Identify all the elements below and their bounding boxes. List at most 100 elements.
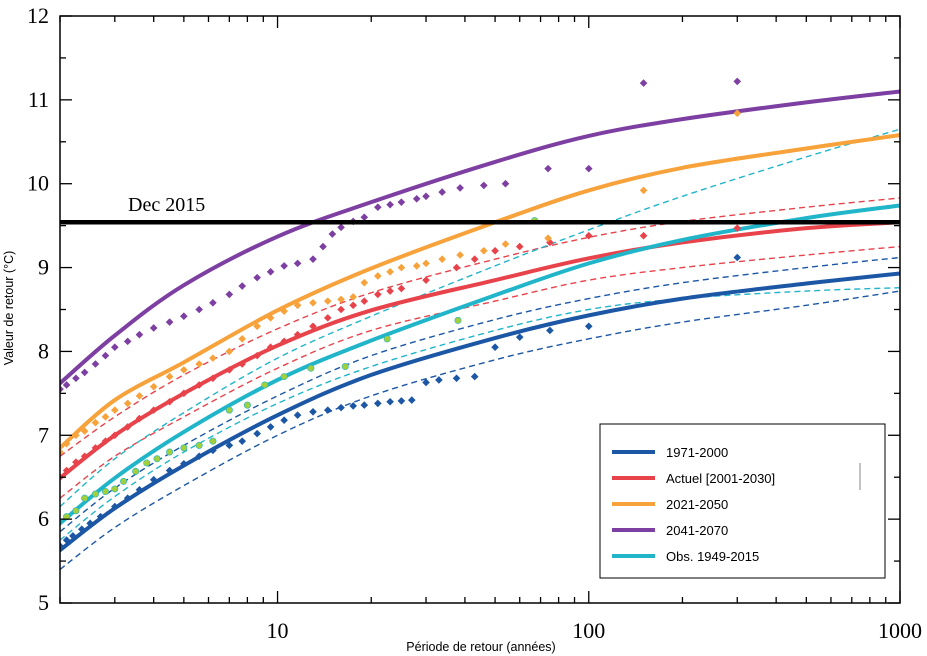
series-3-point bbox=[135, 330, 144, 339]
legend-label-obs: Obs. 1949-2015 bbox=[666, 549, 759, 564]
series-2-point bbox=[412, 262, 421, 270]
series-2-point bbox=[323, 297, 332, 305]
series-1-point bbox=[195, 381, 203, 389]
series-4-point bbox=[91, 490, 99, 498]
series-2-point bbox=[101, 413, 110, 421]
series-1-point bbox=[149, 406, 158, 414]
series-1-point bbox=[422, 276, 430, 284]
x-tick-label: 100 bbox=[572, 618, 605, 643]
series-0-point bbox=[180, 459, 188, 468]
series-3-point bbox=[238, 282, 247, 290]
series-4-point bbox=[261, 381, 269, 389]
series-0-point bbox=[60, 542, 64, 550]
series-0-point bbox=[238, 437, 247, 445]
x-axis-label: Période de retour (années) bbox=[406, 640, 555, 654]
series-2-point bbox=[165, 372, 174, 381]
series-2-point bbox=[480, 247, 488, 255]
series-1-point bbox=[309, 322, 317, 331]
series-1-point bbox=[72, 458, 80, 466]
series-3-point bbox=[195, 305, 203, 314]
series-1-point bbox=[101, 437, 110, 445]
y-tick-label: 9 bbox=[38, 255, 49, 280]
series-0-point bbox=[135, 485, 144, 494]
series-1-point bbox=[584, 231, 593, 240]
y-tick-label: 5 bbox=[38, 590, 49, 615]
series-2-point bbox=[386, 267, 394, 276]
series-0-point bbox=[266, 423, 275, 431]
legend-box bbox=[599, 423, 886, 579]
series-4-point bbox=[243, 401, 251, 409]
fit-lines bbox=[60, 89, 900, 553]
series-3-point bbox=[337, 223, 345, 232]
series-4-point bbox=[111, 485, 119, 493]
series-0-point bbox=[452, 374, 461, 383]
series-1-point bbox=[639, 231, 648, 240]
series-0-point bbox=[515, 333, 524, 341]
series-1-point bbox=[266, 343, 275, 352]
series-3-point bbox=[60, 385, 64, 393]
series-3-point bbox=[111, 343, 119, 352]
series-2-point bbox=[91, 418, 100, 427]
series-3-point bbox=[149, 324, 158, 332]
series-4-point bbox=[132, 467, 140, 475]
series-1-point bbox=[225, 366, 234, 374]
series-3-point bbox=[91, 360, 100, 368]
series-0-point bbox=[86, 519, 94, 528]
series-2-point bbox=[60, 448, 64, 456]
series-2-point bbox=[149, 382, 158, 391]
reference-line-label: Dec 2015 bbox=[128, 194, 205, 216]
series-2-point bbox=[180, 366, 188, 374]
series-2-point bbox=[501, 240, 510, 248]
series-3-point bbox=[165, 318, 174, 326]
series-3-point bbox=[72, 374, 80, 383]
series-3-point bbox=[639, 79, 648, 87]
series-0-point bbox=[69, 532, 77, 540]
series-1-point bbox=[253, 351, 261, 360]
series-3-point bbox=[733, 77, 742, 86]
series-4-point bbox=[63, 513, 71, 521]
series-1-point bbox=[180, 389, 188, 398]
series-3-point bbox=[309, 255, 317, 263]
legend-label-actuel: Actuel [2001-2030] bbox=[666, 471, 775, 486]
series-4-point bbox=[153, 455, 161, 463]
series-4-upper-bound-line bbox=[60, 128, 900, 508]
series-0-point bbox=[293, 411, 302, 419]
series-0-point bbox=[96, 512, 105, 521]
series-3-point bbox=[544, 164, 552, 173]
series-4-point bbox=[383, 335, 391, 343]
y-tick-label: 11 bbox=[28, 87, 49, 112]
series-2-point bbox=[309, 298, 317, 307]
series-1-point bbox=[293, 330, 302, 339]
series-0-point bbox=[407, 396, 416, 404]
series-4-point bbox=[307, 364, 315, 372]
series-0-point bbox=[165, 466, 174, 475]
series-4-point bbox=[280, 373, 288, 381]
series-2-point bbox=[111, 406, 119, 414]
series-0-point bbox=[546, 326, 554, 335]
data-points bbox=[60, 77, 742, 550]
y-tick-label: 6 bbox=[38, 506, 49, 531]
series-0-point bbox=[280, 416, 288, 424]
series-3-point bbox=[180, 312, 188, 321]
series-0-point bbox=[360, 401, 369, 409]
series-0-point bbox=[397, 397, 406, 405]
series-2-point bbox=[209, 354, 217, 362]
series-2-point bbox=[123, 399, 132, 408]
series-3-point bbox=[80, 368, 89, 377]
series-0-point bbox=[733, 253, 742, 262]
series-1-point bbox=[135, 414, 144, 423]
series-1-point bbox=[80, 452, 89, 461]
x-tick-label: 10 bbox=[267, 618, 289, 643]
series-2-point bbox=[266, 314, 275, 322]
series-3-point bbox=[328, 230, 337, 238]
series-1-point bbox=[470, 255, 479, 263]
y-tick-label: 8 bbox=[38, 338, 49, 363]
series-0-point bbox=[584, 322, 593, 331]
series-0-point bbox=[149, 475, 158, 484]
series-1-point bbox=[733, 224, 742, 232]
series-3-point bbox=[397, 198, 406, 206]
series-3-point bbox=[360, 213, 369, 222]
series-0-point bbox=[62, 536, 71, 544]
series-4-point bbox=[72, 507, 80, 515]
series-1-point bbox=[238, 360, 247, 368]
